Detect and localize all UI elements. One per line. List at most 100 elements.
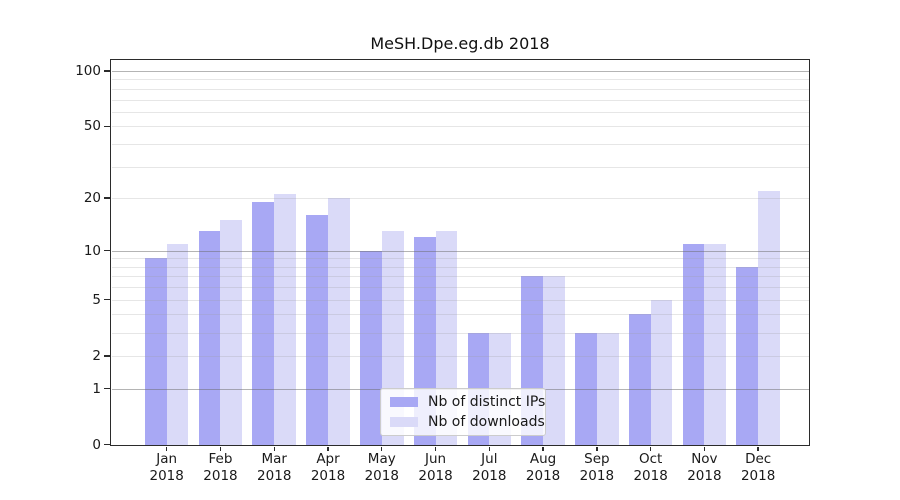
x-tick-year: 2018 [203,468,238,484]
gridline-minor [112,276,809,278]
bar-downloads [274,194,297,445]
x-tick-year: 2018 [310,468,346,484]
legend-swatch-downloads [390,417,418,427]
x-tick-year: 2018 [149,468,184,484]
gridline-minor [112,88,809,90]
x-tick-year: 2018 [257,468,292,484]
x-tick-year: 2018 [472,468,507,484]
x-tick-month: Sep [584,451,610,467]
x-axis-tick-mark [596,446,598,451]
y-axis-tick-mark [104,387,111,390]
bar-downloads [650,299,673,445]
x-tick-year: 2018 [579,468,615,484]
x-tick-month: Nov [691,451,718,467]
gridline-minor [112,198,809,200]
bar-downloads [543,276,565,445]
x-axis-tick-mark [166,446,168,451]
x-axis-tick-label: Jan 2018 [135,451,199,485]
x-axis-tick-label: Mar 2018 [242,451,306,485]
x-axis-tick-label: Jul 2018 [457,451,521,485]
bar-distinct-ips [736,266,759,445]
x-axis-tick-label: Sep 2018 [565,451,629,485]
gridline-minor [112,166,809,168]
x-axis-tick-mark [757,446,759,451]
legend-swatch-distinct-ips [390,397,418,407]
gridline-major [112,70,809,73]
bar-distinct-ips [198,231,221,445]
x-axis-tick-mark [327,446,329,451]
x-tick-year: 2018 [740,468,776,484]
x-axis-tick-mark [649,446,652,451]
y-axis-tick-label: 5 [92,291,101,308]
y-axis-tick-label: 10 [83,242,101,259]
bar-downloads [328,198,350,445]
x-tick-year: 2018 [633,468,668,484]
y-axis-tick-mark [104,197,111,199]
x-axis-tick-label: Aug 2018 [511,451,575,485]
gridline-minor [112,332,809,334]
gridline-minor [112,144,809,145]
bar-downloads [758,190,780,445]
x-axis-tick-label: May 2018 [350,451,414,485]
x-tick-month: Jun [425,451,447,467]
x-axis-tick-label: Feb 2018 [188,451,252,485]
gridline-major [112,250,809,252]
x-tick-month: Oct [638,451,663,467]
y-axis-tick-label: 2 [92,347,101,364]
x-tick-month: Feb [208,451,233,467]
chart-title: MeSH.Dpe.eg.db 2018 [370,34,550,53]
x-tick-year: 2018 [364,468,399,484]
gridline-minor [112,314,809,316]
gridline-minor [112,111,809,113]
y-axis-tick-mark [104,298,111,301]
y-axis-tick-label: 100 [75,62,101,79]
y-axis-tick-mark [104,70,111,72]
legend-row: Nb of distinct IPs [390,394,545,410]
y-axis-tick-mark [104,125,111,127]
y-axis-tick-label: 20 [83,190,101,207]
x-axis-tick-label: Apr 2018 [296,451,360,485]
x-tick-month: Aug [529,451,557,467]
x-tick-month: Mar [261,451,287,467]
x-axis-tick-label: Jun 2018 [404,451,468,485]
y-axis-tick-mark [104,355,111,357]
x-tick-year: 2018 [525,468,561,484]
x-axis-tick-mark [381,446,383,451]
x-axis-tick-mark [273,446,275,451]
x-axis-tick-mark [488,446,490,451]
bar-downloads [704,243,727,445]
gridline-minor [112,299,809,301]
gridline-minor [112,126,809,128]
x-tick-month: Jan [156,451,178,467]
gridline-minor [112,266,809,268]
x-tick-month: Apr [316,451,340,467]
x-axis-tick-mark [219,446,222,451]
gridline-minor [112,258,809,260]
legend-label: Nb of downloads [428,414,545,430]
x-tick-year: 2018 [687,468,722,484]
bar-downloads [166,243,189,445]
y-axis-tick-label: 1 [92,380,101,397]
x-axis-tick-mark [703,446,706,451]
y-axis-tick-label: 50 [83,118,101,135]
x-axis-tick-label: Oct 2018 [619,451,683,485]
gridline-minor [112,79,809,81]
legend-row: Nb of downloads [390,414,545,430]
x-axis-tick-mark [542,446,544,451]
x-tick-month: Jul [481,451,498,467]
gridline-minor [112,355,809,357]
x-tick-year: 2018 [418,468,453,484]
bar-distinct-ips [628,314,651,445]
x-axis-tick-label: Dec 2018 [726,451,790,485]
x-axis-tick-mark [434,446,437,451]
legend: Nb of distinct IPs Nb of downloads [380,388,546,436]
gridline-minor [112,287,809,289]
x-tick-month: Dec [745,451,772,467]
y-axis-tick-mark [104,249,111,252]
gridline-minor [112,99,809,101]
bar-distinct-ips [682,243,705,445]
x-tick-month: May [367,451,396,467]
bar-distinct-ips [252,202,275,445]
x-axis-tick-label: Nov 2018 [672,451,736,485]
